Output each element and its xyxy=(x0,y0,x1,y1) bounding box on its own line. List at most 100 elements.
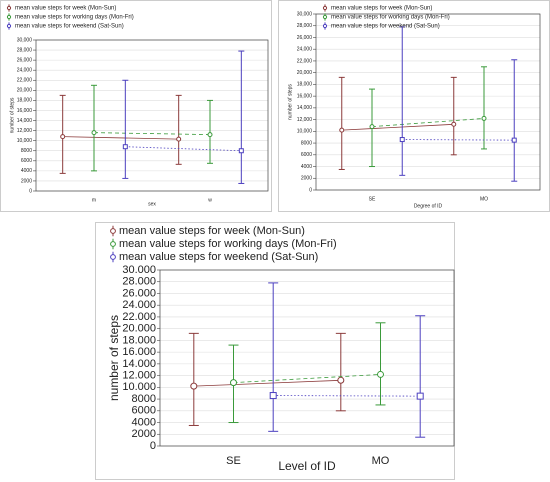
legend-label: mean value steps for week (Mon-Sun) xyxy=(119,225,305,237)
y-tick-label: 2000 xyxy=(21,178,32,184)
x-axis-label: Level of ID xyxy=(278,459,336,473)
y-tick-label: 28.000 xyxy=(122,276,156,288)
legend-symbol xyxy=(110,228,116,234)
mean-marker xyxy=(60,134,66,140)
mean-line xyxy=(125,146,242,152)
y-tick-label: 24,000 xyxy=(297,47,313,53)
mean-line xyxy=(233,374,381,384)
y-tick-label: 8000 xyxy=(132,393,156,405)
y-tick-label: 20,000 xyxy=(17,88,33,94)
mean-marker xyxy=(337,376,345,384)
y-tick-label: 18.000 xyxy=(122,334,156,346)
y-tick-label: 4000 xyxy=(21,168,32,174)
y-tick-label: 26,000 xyxy=(17,57,33,63)
y-tick-label: 6000 xyxy=(132,405,156,417)
y-tick-label: 2000 xyxy=(132,428,156,440)
plot-frame xyxy=(159,269,455,447)
y-tick-label: 14,000 xyxy=(17,118,33,124)
mean-marker xyxy=(451,121,457,127)
error-bar xyxy=(375,322,386,406)
y-tick-label: 0 xyxy=(150,440,156,452)
mean-marker xyxy=(269,392,277,400)
y-tick-label: 28,000 xyxy=(17,47,33,53)
x-axis-label: Degree of ID xyxy=(414,203,443,209)
legend-label: mean value steps for week (Mon-Sun) xyxy=(331,6,432,12)
error-bar xyxy=(511,59,518,182)
y-tick-label: 12,000 xyxy=(17,128,33,134)
mean-line xyxy=(371,118,485,128)
error-bar xyxy=(415,315,426,438)
legend-symbol xyxy=(110,241,116,247)
legend-label: mean value steps for weekend (Sat-Sun) xyxy=(119,251,318,263)
mean-marker xyxy=(339,127,345,133)
y-tick-label: 4000 xyxy=(301,164,312,170)
mean-marker xyxy=(369,124,375,130)
y-tick-label: 22,000 xyxy=(17,78,33,84)
mean-line xyxy=(62,136,179,140)
panel-border xyxy=(278,0,550,212)
legend-symbol xyxy=(6,23,12,29)
y-tick-label: 24,000 xyxy=(17,68,33,74)
mean-marker xyxy=(481,115,487,121)
mean-line xyxy=(402,139,515,141)
y-tick-label: 20,000 xyxy=(297,70,313,76)
y-tick-label: 28,000 xyxy=(297,23,313,29)
x-tick-label: m xyxy=(92,197,96,203)
y-tick-label: 22,000 xyxy=(297,58,313,64)
y-tick-label: 18,000 xyxy=(297,82,313,88)
y-tick-label: 16,000 xyxy=(297,93,313,99)
legend-label: mean value steps for working days (Mon-F… xyxy=(119,238,337,250)
y-tick-label: 22.000 xyxy=(122,311,156,323)
error-bar xyxy=(268,282,279,432)
y-tick-label: 6000 xyxy=(301,152,312,158)
y-tick-label: 18,000 xyxy=(17,98,33,104)
legend-symbol xyxy=(110,254,116,260)
legend-symbol xyxy=(6,14,12,20)
legend-symbol xyxy=(322,5,328,11)
legend-label: mean value steps for working days (Mon-F… xyxy=(331,15,450,21)
plot-frame xyxy=(35,39,269,192)
y-tick-label: 16.000 xyxy=(122,346,156,358)
panel-border xyxy=(95,222,455,480)
error-bar xyxy=(399,26,406,176)
y-tick-label: 4000 xyxy=(132,416,156,428)
x-axis-label: sex xyxy=(148,201,156,207)
y-tick-label: 24.000 xyxy=(122,299,156,311)
y-tick-label: 20.000 xyxy=(122,323,156,335)
mean-marker xyxy=(399,137,405,143)
error-bar xyxy=(122,79,129,179)
mean-line xyxy=(93,132,211,136)
plot-frame xyxy=(315,13,541,191)
panel-border xyxy=(0,0,272,212)
error-bar xyxy=(338,76,345,170)
y-tick-label: 0 xyxy=(309,187,312,193)
mean-marker xyxy=(91,130,97,136)
y-tick-label: 14.000 xyxy=(122,358,156,370)
y-tick-label: 6000 xyxy=(21,158,32,164)
legend-label: mean value steps for weekend (Sat-Sun) xyxy=(331,24,440,30)
mean-marker xyxy=(230,379,237,387)
y-tick-label: 30,000 xyxy=(17,37,33,43)
mean-line xyxy=(193,379,341,387)
legend-label: mean value steps for weekend (Sat-Sun) xyxy=(15,24,124,30)
error-bar xyxy=(207,99,213,164)
y-tick-label: 12.000 xyxy=(122,370,156,382)
mean-line xyxy=(341,123,454,131)
error-bar xyxy=(481,66,487,150)
y-tick-label: 26,000 xyxy=(297,35,313,41)
legend-symbol xyxy=(6,5,12,11)
y-tick-label: 0 xyxy=(29,188,32,194)
y-tick-label: 26.000 xyxy=(122,287,156,299)
legend-label: mean value steps for week (Mon-Sun) xyxy=(15,6,116,12)
y-tick-label: 30,000 xyxy=(297,11,313,17)
error-bar xyxy=(91,84,97,172)
mean-marker xyxy=(511,137,517,143)
mean-marker xyxy=(416,392,424,400)
error-bar xyxy=(450,76,457,156)
error-bar xyxy=(238,50,245,184)
x-tick-label: w xyxy=(208,197,212,203)
y-tick-label: 10,000 xyxy=(17,138,33,144)
y-axis-label: number of steps xyxy=(9,97,15,133)
x-tick-label: SE xyxy=(369,196,376,202)
